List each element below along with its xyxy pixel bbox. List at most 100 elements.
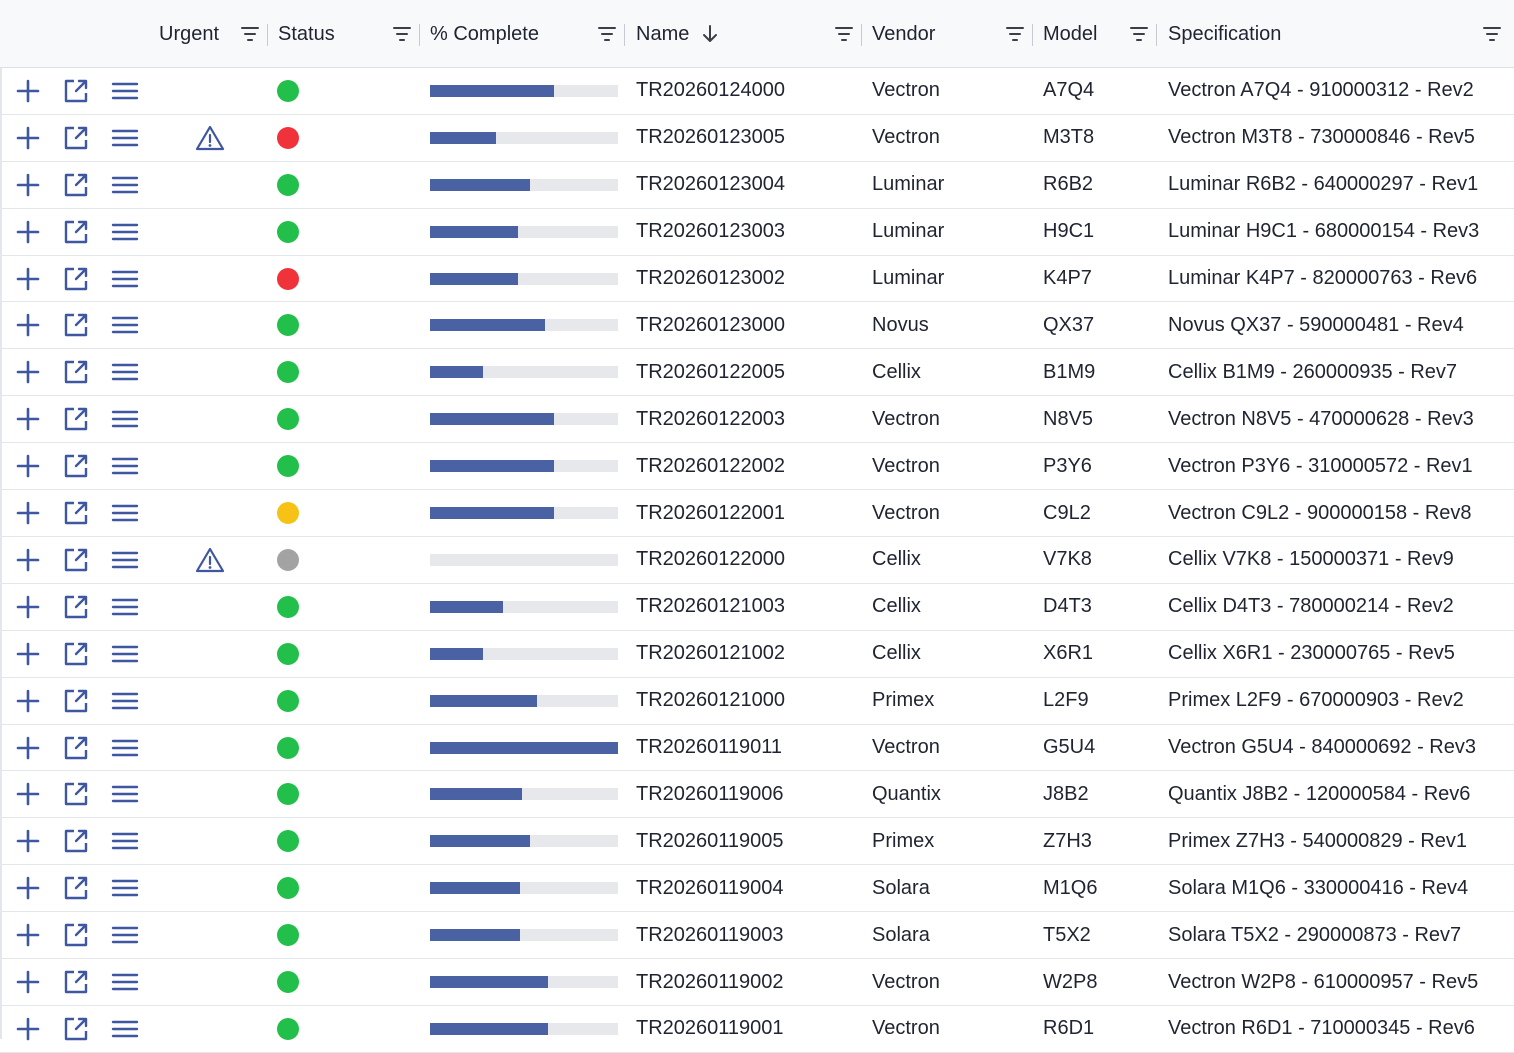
- open-external-icon-button[interactable]: [62, 593, 90, 621]
- menu-icon-button[interactable]: [111, 499, 139, 527]
- open-external-icon-button[interactable]: [62, 452, 90, 480]
- menu-icon-button[interactable]: [111, 77, 139, 105]
- row-menu-cell[interactable]: [111, 256, 139, 302]
- row-menu-cell[interactable]: [111, 396, 139, 442]
- table-row[interactable]: TR20260119006 Quantix J8B2 Quantix J8B2 - 1…: [0, 772, 1514, 819]
- plus-icon-button[interactable]: [14, 499, 42, 527]
- table-row[interactable]: TR20260119011 Vectron G5U4 Vectron G5U4 - 8…: [0, 725, 1514, 772]
- menu-icon-button[interactable]: [111, 171, 139, 199]
- open-external-icon-button[interactable]: [62, 358, 90, 386]
- filter-icon[interactable]: [1129, 24, 1149, 44]
- row-open-cell[interactable]: [62, 912, 90, 958]
- row-add-cell[interactable]: [14, 584, 42, 630]
- row-open-cell[interactable]: [62, 162, 90, 208]
- column-header-vendor[interactable]: Vendor: [872, 0, 935, 68]
- row-add-cell[interactable]: [14, 818, 42, 864]
- row-open-cell[interactable]: [62, 959, 90, 1005]
- menu-icon-button[interactable]: [111, 827, 139, 855]
- open-external-icon-button[interactable]: [62, 77, 90, 105]
- column-header-name[interactable]: Name: [636, 0, 719, 68]
- menu-icon-button[interactable]: [111, 1015, 139, 1043]
- filter-icon[interactable]: [392, 24, 412, 44]
- row-open-cell[interactable]: [62, 584, 90, 630]
- row-add-cell[interactable]: [14, 396, 42, 442]
- row-open-cell[interactable]: [62, 818, 90, 864]
- column-header-complete[interactable]: % Complete: [430, 0, 539, 68]
- row-menu-cell[interactable]: [111, 443, 139, 489]
- row-menu-cell[interactable]: [111, 584, 139, 630]
- open-external-icon-button[interactable]: [62, 405, 90, 433]
- row-menu-cell[interactable]: [111, 912, 139, 958]
- menu-icon-button[interactable]: [111, 358, 139, 386]
- open-external-icon-button[interactable]: [62, 827, 90, 855]
- table-row[interactable]: TR20260123000 Novus QX37 Novus QX37 - 59000…: [0, 303, 1514, 350]
- row-add-cell[interactable]: [14, 772, 42, 818]
- plus-icon-button[interactable]: [14, 358, 42, 386]
- open-external-icon-button[interactable]: [62, 546, 90, 574]
- row-menu-cell[interactable]: [111, 349, 139, 395]
- row-open-cell[interactable]: [62, 725, 90, 771]
- open-external-icon-button[interactable]: [62, 218, 90, 246]
- row-menu-cell[interactable]: [111, 818, 139, 864]
- row-menu-cell[interactable]: [111, 162, 139, 208]
- menu-icon-button[interactable]: [111, 311, 139, 339]
- table-row[interactable]: TR20260119001 Vectron R6D1 Vectron R6D1 - 7…: [0, 1006, 1514, 1053]
- row-open-cell[interactable]: [62, 865, 90, 911]
- row-add-cell[interactable]: [14, 865, 42, 911]
- plus-icon-button[interactable]: [14, 546, 42, 574]
- table-row[interactable]: TR20260122003 Vectron N8V5 Vectron N8V5 - 4…: [0, 396, 1514, 444]
- plus-icon-button[interactable]: [14, 265, 42, 293]
- row-open-cell[interactable]: [62, 1006, 90, 1052]
- row-add-cell[interactable]: [14, 490, 42, 536]
- row-open-cell[interactable]: [62, 678, 90, 724]
- menu-icon-button[interactable]: [111, 640, 139, 668]
- sort-descending-icon[interactable]: [701, 23, 719, 45]
- open-external-icon-button[interactable]: [62, 734, 90, 762]
- menu-icon-button[interactable]: [111, 874, 139, 902]
- filter-icon[interactable]: [1005, 24, 1025, 44]
- open-external-icon-button[interactable]: [62, 968, 90, 996]
- table-row[interactable]: TR20260122002 Vectron P3Y6 Vectron P3Y6 - 3…: [0, 443, 1514, 491]
- plus-icon-button[interactable]: [14, 77, 42, 105]
- column-separator[interactable]: [1156, 24, 1157, 46]
- row-add-cell[interactable]: [14, 959, 42, 1005]
- open-external-icon-button[interactable]: [62, 780, 90, 808]
- plus-icon-button[interactable]: [14, 171, 42, 199]
- row-menu-cell[interactable]: [111, 537, 139, 583]
- plus-icon-button[interactable]: [14, 218, 42, 246]
- filter-icon[interactable]: [1482, 24, 1502, 44]
- menu-icon-button[interactable]: [111, 921, 139, 949]
- row-menu-cell[interactable]: [111, 303, 139, 349]
- row-menu-cell[interactable]: [111, 115, 139, 161]
- plus-icon-button[interactable]: [14, 827, 42, 855]
- row-menu-cell[interactable]: [111, 865, 139, 911]
- menu-icon-button[interactable]: [111, 687, 139, 715]
- row-open-cell[interactable]: [62, 256, 90, 302]
- open-external-icon-button[interactable]: [62, 687, 90, 715]
- open-external-icon-button[interactable]: [62, 265, 90, 293]
- menu-icon-button[interactable]: [111, 265, 139, 293]
- row-open-cell[interactable]: [62, 772, 90, 818]
- row-menu-cell[interactable]: [111, 209, 139, 255]
- plus-icon-button[interactable]: [14, 640, 42, 668]
- row-add-cell[interactable]: [14, 678, 42, 724]
- row-menu-cell[interactable]: [111, 959, 139, 1005]
- table-row[interactable]: TR20260119005 Primex Z7H3 Primex Z7H3 - 540…: [0, 818, 1514, 866]
- column-separator[interactable]: [267, 24, 268, 46]
- plus-icon-button[interactable]: [14, 687, 42, 715]
- plus-icon-button[interactable]: [14, 968, 42, 996]
- table-row[interactable]: TR20260124000 Vectron A7Q4 Vectron A7Q4 - 9…: [0, 68, 1514, 115]
- row-add-cell[interactable]: [14, 68, 42, 114]
- open-external-icon-button[interactable]: [62, 499, 90, 527]
- open-external-icon-button[interactable]: [62, 874, 90, 902]
- row-add-cell[interactable]: [14, 725, 42, 771]
- row-add-cell[interactable]: [14, 1006, 42, 1052]
- column-separator[interactable]: [624, 24, 625, 46]
- open-external-icon-button[interactable]: [62, 311, 90, 339]
- row-menu-cell[interactable]: [111, 678, 139, 724]
- plus-icon-button[interactable]: [14, 921, 42, 949]
- row-add-cell[interactable]: [14, 537, 42, 583]
- row-open-cell[interactable]: [62, 349, 90, 395]
- plus-icon-button[interactable]: [14, 311, 42, 339]
- menu-icon-button[interactable]: [111, 405, 139, 433]
